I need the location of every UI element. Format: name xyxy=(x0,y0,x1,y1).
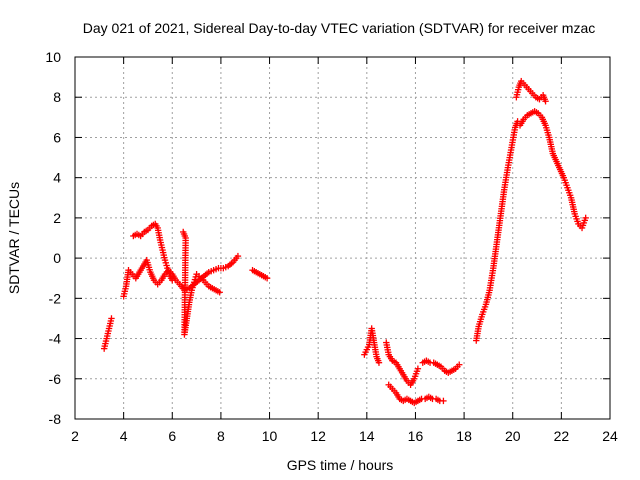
x-tick-label: 20 xyxy=(505,428,521,444)
x-tick-label: 22 xyxy=(554,428,570,444)
y-axis-label: SDTVAR / TECUs xyxy=(6,182,22,294)
y-tick-labels: -8 -6 -4 -2 0 2 4 6 8 10 xyxy=(45,49,61,427)
y-tick-label: 6 xyxy=(53,129,61,145)
x-tick-label: 24 xyxy=(602,428,618,444)
data-point xyxy=(456,361,463,368)
x-tick-label: 12 xyxy=(310,428,326,444)
y-tick-label: 10 xyxy=(45,49,61,65)
data-point xyxy=(169,277,176,284)
data-point xyxy=(108,315,115,322)
x-tick-label: 8 xyxy=(217,428,225,444)
data-point xyxy=(440,397,447,405)
x-tick-label: 10 xyxy=(262,428,278,444)
x-tick-label: 4 xyxy=(120,428,128,444)
data-points xyxy=(100,77,589,407)
x-tick-label: 16 xyxy=(408,428,424,444)
x-tick-label: 14 xyxy=(359,428,375,444)
data-point xyxy=(216,289,223,296)
data-point xyxy=(542,98,549,105)
y-tick-label: -8 xyxy=(49,411,62,427)
y-tick-label: 8 xyxy=(53,89,61,105)
data-point xyxy=(234,252,242,260)
axis-ticks xyxy=(74,56,611,420)
data-point xyxy=(375,359,383,366)
y-tick-label: -4 xyxy=(49,331,62,347)
y-tick-label: -2 xyxy=(49,290,62,306)
y-tick-label: 2 xyxy=(53,210,61,226)
x-tick-label: 6 xyxy=(168,428,176,444)
data-point xyxy=(263,275,271,282)
x-tick-label: 2 xyxy=(71,428,79,444)
grid xyxy=(75,57,610,419)
y-tick-label: 0 xyxy=(53,250,61,266)
chart-title: Day 021 of 2021, Sidereal Day-to-day VTE… xyxy=(83,20,596,36)
y-tick-label: 4 xyxy=(53,170,61,186)
x-tick-labels: 2 4 6 8 10 12 14 16 18 20 22 24 xyxy=(71,428,618,444)
x-axis-label: GPS time / hours xyxy=(287,457,394,473)
x-tick-label: 18 xyxy=(456,428,472,444)
plot-frame xyxy=(74,56,611,420)
data-point xyxy=(582,214,589,222)
y-tick-label: -6 xyxy=(49,371,62,387)
data-point xyxy=(414,365,422,372)
